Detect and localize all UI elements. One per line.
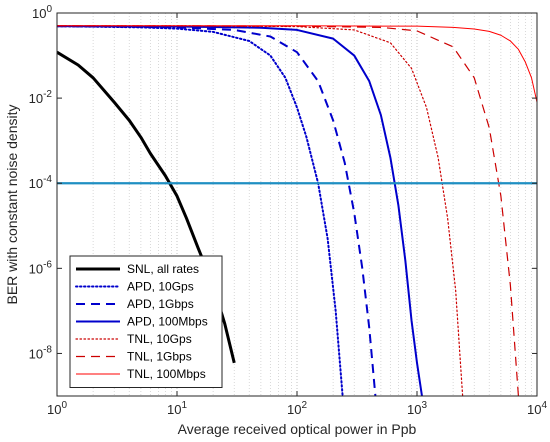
series-line-apd-100mbps xyxy=(57,25,423,396)
y-tick-label-exp: 0 xyxy=(46,4,52,15)
x-tick-label-base: 10 xyxy=(407,402,421,417)
x-axis-title: Average received optical power in Ppb xyxy=(178,421,417,437)
series-line-tnl-100mbps xyxy=(57,25,537,103)
x-tick-label: 101 xyxy=(167,400,187,417)
y-tick-label-exp: -6 xyxy=(43,259,52,270)
legend-label: APD, 10Gps xyxy=(127,280,194,294)
y-tick-label: 100 xyxy=(32,4,52,21)
legend-label: APD, 100Mbps xyxy=(127,315,208,329)
x-tick-label: 100 xyxy=(47,400,67,417)
x-tick-label-exp: 2 xyxy=(301,400,307,411)
y-tick-label: 10-8 xyxy=(29,344,53,361)
x-tick-label-exp: 0 xyxy=(61,400,67,411)
y-tick-label: 10-6 xyxy=(29,259,53,276)
legend-label: TNL, 100Mbps xyxy=(127,367,206,381)
y-tick-label-base: 10 xyxy=(29,261,43,276)
legend: SNL, all rates APD, 10Gps APD, 1Gbps APD, 1… xyxy=(69,255,223,388)
y-tick-label-exp: -2 xyxy=(43,89,52,100)
x-tick-label-exp: 1 xyxy=(181,400,187,411)
x-tick-label-base: 10 xyxy=(287,402,301,417)
x-tick-label-base: 10 xyxy=(527,402,541,417)
x-tick-label: 103 xyxy=(407,400,427,417)
y-tick-label-base: 10 xyxy=(32,6,46,21)
x-tick-label-base: 10 xyxy=(167,402,181,417)
y-tick-label-exp: -4 xyxy=(43,174,52,185)
x-tick-label-exp: 3 xyxy=(421,400,427,411)
y-tick-label-base: 10 xyxy=(29,176,43,191)
y-tick-label-exp: -8 xyxy=(43,344,52,355)
x-tick-label-exp: 4 xyxy=(541,400,547,411)
y-tick-label: 10-4 xyxy=(29,174,53,191)
y-tick-label-base: 10 xyxy=(29,346,43,361)
series-line-apd-10gps xyxy=(57,25,344,396)
x-tick-label-base: 10 xyxy=(47,402,61,417)
x-tick-label: 104 xyxy=(527,400,547,417)
legend-label: TNL, 10Gps xyxy=(127,332,192,346)
legend-label: TNL, 1Gbps xyxy=(127,350,192,364)
y-tick-label: 10-2 xyxy=(29,89,53,106)
y-tick-label-base: 10 xyxy=(29,91,43,106)
y-axis-title: BER with constant noise density xyxy=(4,105,20,305)
legend-label: APD, 1Gbps xyxy=(127,297,194,311)
x-tick-label: 102 xyxy=(287,400,307,417)
legend-label: SNL, all rates xyxy=(127,262,199,276)
